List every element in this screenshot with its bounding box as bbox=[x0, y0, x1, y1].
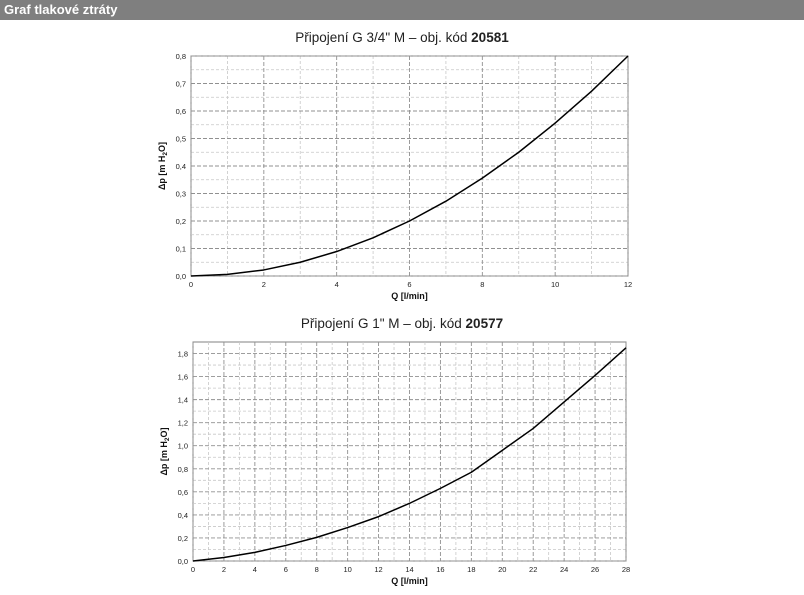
chart-1-y-tick-label: 0,3 bbox=[176, 190, 186, 199]
chart-2-y-tick-label: 0,8 bbox=[178, 465, 188, 474]
chart-2-y-tick-label: 0,0 bbox=[178, 557, 188, 566]
chart-2-x-tick-label: 18 bbox=[467, 565, 475, 574]
chart-2-title-text: Připojení G 1" M – obj. kód bbox=[300, 316, 462, 331]
chart-1-x-tick-label: 6 bbox=[407, 280, 411, 289]
chart-1-x-tick-label: 2 bbox=[262, 280, 266, 289]
chart-1-y-tick-label: 0,2 bbox=[176, 217, 186, 226]
chart-2-x-tick-label: 14 bbox=[405, 565, 413, 574]
chart-2-y-tick-label: 1,8 bbox=[178, 350, 188, 359]
chart-2-y-tick-label: 0,4 bbox=[178, 511, 188, 520]
chart-2-series-line bbox=[192, 347, 627, 562]
chart-2-x-tick-label: 16 bbox=[436, 565, 444, 574]
chart-2-x-tick-label: 26 bbox=[591, 565, 599, 574]
chart-2-x-tick-label: 28 bbox=[622, 565, 630, 574]
section-header: Graf tlakové ztráty bbox=[0, 0, 804, 20]
chart-1-x-tick-label: 8 bbox=[480, 280, 484, 289]
chart-1-y-tick-label: 0,0 bbox=[176, 272, 186, 281]
chart-1-title-text: Připojení G 3/4" M – obj. kód bbox=[295, 30, 468, 45]
chart-1-y-tick-label: 0,4 bbox=[176, 162, 186, 171]
chart-2-x-tick-label: 4 bbox=[253, 565, 257, 574]
chart-2-x-tick-label: 0 bbox=[191, 565, 195, 574]
chart-2-title-code: 20577 bbox=[465, 316, 504, 331]
chart-1-y-tick-label: 0,6 bbox=[176, 107, 186, 116]
chart-1-series-line bbox=[190, 55, 629, 277]
chart-1-y-tick-label: 0,7 bbox=[176, 80, 186, 89]
chart-2-x-tick-label: 22 bbox=[529, 565, 537, 574]
chart-2-y-axis-label: Δp [m H2O] bbox=[159, 427, 171, 475]
chart-1-x-tick-label: 0 bbox=[189, 280, 193, 289]
chart-1-x-axis-label: Q [l/min] bbox=[391, 291, 428, 301]
chart-2-y-tick-label: 1,4 bbox=[178, 396, 188, 405]
chart-2-y-tick-label: 1,0 bbox=[178, 442, 188, 451]
chart-1-y-tick-label: 0,1 bbox=[176, 245, 186, 254]
chart-1-title: Připojení G 3/4" M – obj. kód 20581 bbox=[0, 30, 804, 45]
section-title: Graf tlakové ztráty bbox=[4, 2, 118, 17]
chart-1-y-axis-label: Δp [m H2O] bbox=[157, 142, 169, 190]
chart-1-x-tick-label: 10 bbox=[551, 280, 559, 289]
chart-2-y-tick-label: 1,2 bbox=[178, 419, 188, 428]
chart-2-y-tick-label: 0,2 bbox=[178, 534, 188, 543]
chart-2-y-tick-label: 1,6 bbox=[178, 373, 188, 382]
chart-1-x-tick-label: 4 bbox=[335, 280, 339, 289]
chart-1-x-tick-label: 12 bbox=[624, 280, 632, 289]
chart-2-x-tick-label: 10 bbox=[343, 565, 351, 574]
chart-2-x-tick-label: 20 bbox=[498, 565, 506, 574]
chart-2-x-tick-label: 6 bbox=[284, 565, 288, 574]
chart-2-title: Připojení G 1" M – obj. kód 20577 bbox=[0, 316, 804, 331]
chart-2-x-tick-label: 2 bbox=[222, 565, 226, 574]
chart-2-x-tick-label: 12 bbox=[374, 565, 382, 574]
chart-1-title-code: 20581 bbox=[471, 30, 509, 45]
chart-1-plot: 0 2 4 6 8 10 12 0,0 0,1 0,2 0,3 0,4 0,5 0,6 0,7 0,8 Q [l… bbox=[157, 52, 632, 301]
chart-1-y-tick-label: 0,8 bbox=[176, 52, 186, 61]
chart-2-x-tick-label: 8 bbox=[315, 565, 319, 574]
chart-1-y-tick-label: 0,5 bbox=[176, 135, 186, 144]
chart-2-y-tick-label: 0,6 bbox=[178, 488, 188, 497]
chart-2-x-tick-label: 24 bbox=[560, 565, 568, 574]
chart-2-x-axis-label: Q [l/min] bbox=[391, 576, 428, 586]
